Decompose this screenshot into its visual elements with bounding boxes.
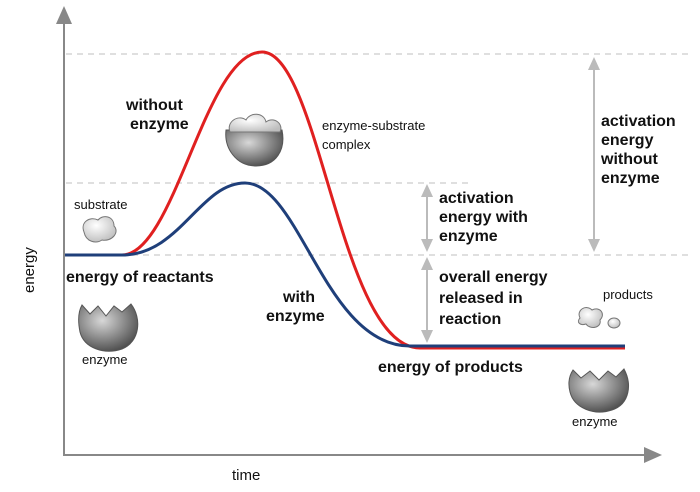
label-activation-with-line2: energy with bbox=[439, 209, 528, 226]
label-with-enzyme-line2: enzyme bbox=[266, 308, 325, 325]
arrow-activation-with-enzyme bbox=[421, 184, 433, 252]
enzyme-substrate-complex-icon bbox=[225, 113, 284, 167]
arrow-activation-without-enzyme bbox=[588, 57, 600, 252]
label-enzyme-left: enzyme bbox=[82, 352, 128, 367]
label-energy-of-products: energy of products bbox=[378, 359, 523, 376]
substrate-blob-icon bbox=[82, 216, 117, 243]
label-overall-energy-line1: overall energy bbox=[439, 269, 548, 286]
label-activation-without-line3: without bbox=[600, 151, 659, 168]
curve-with-enzyme bbox=[65, 181, 625, 348]
label-without-enzyme-line2: enzyme bbox=[130, 116, 189, 133]
label-overall-energy-line3: reaction bbox=[439, 311, 501, 328]
label-activation-without-line1: activation bbox=[601, 113, 676, 130]
label-enzyme-right: enzyme bbox=[572, 414, 618, 429]
arrow-overall-energy bbox=[421, 257, 433, 343]
products-blobs-icon bbox=[577, 307, 621, 329]
curve-without-enzyme bbox=[65, 50, 625, 350]
label-substrate: substrate bbox=[74, 197, 127, 212]
label-overall-energy-line2: released in bbox=[439, 290, 523, 307]
y-axis-label: energy bbox=[21, 247, 38, 293]
label-without-enzyme-line1: without bbox=[125, 97, 184, 114]
x-axis-label: time bbox=[232, 467, 260, 484]
label-activation-with-line3: enzyme bbox=[439, 228, 498, 245]
enzyme-left-icon bbox=[78, 303, 139, 352]
label-with-enzyme-line1: with bbox=[282, 289, 315, 306]
y-axis-arrowhead bbox=[56, 6, 72, 24]
label-activation-without-line2: energy bbox=[601, 132, 654, 149]
label-complex-line2: complex bbox=[322, 137, 371, 152]
label-energy-of-reactants: energy of reactants bbox=[66, 269, 214, 286]
x-axis-arrowhead bbox=[644, 447, 662, 463]
label-complex-line1: enzyme-substrate bbox=[322, 118, 425, 133]
label-products: products bbox=[603, 287, 653, 302]
enzyme-right-icon bbox=[568, 368, 629, 413]
label-activation-with-line1: activation bbox=[439, 190, 514, 207]
label-activation-without-line4: enzyme bbox=[601, 170, 660, 187]
